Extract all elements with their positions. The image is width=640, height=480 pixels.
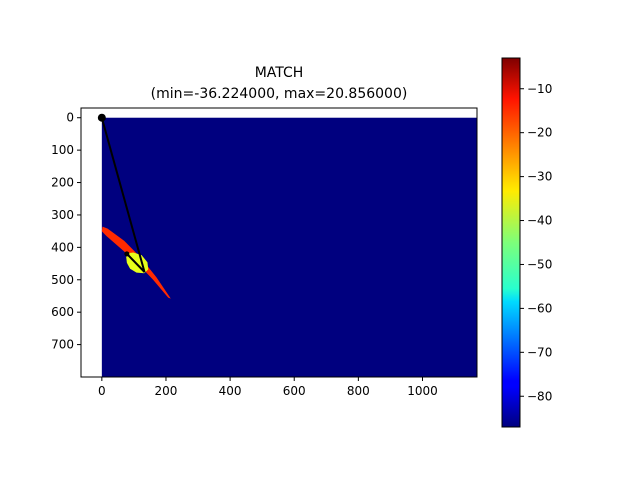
path-end-marker [124, 251, 130, 257]
x-tick-label: 1000 [407, 384, 438, 398]
colorbar-tick-label: −50 [527, 257, 552, 271]
colorbar-tick-label: −80 [527, 389, 552, 403]
plot-area: 0 200 400 600 800 1000 0 100 200 300 400 500 600 700 [51, 107, 478, 398]
x-tick-label: 200 [155, 384, 178, 398]
x-tick-label: 800 [347, 384, 370, 398]
colorbar: −10 −20 −30 −40 −50 −60 −70 −80 [501, 57, 552, 428]
y-tick-label: 500 [51, 273, 74, 287]
y-tick-label: 300 [51, 208, 74, 222]
x-axis: 0 200 400 600 800 1000 [98, 377, 438, 398]
y-axis: 0 100 200 300 400 500 600 700 [51, 111, 81, 352]
y-tick-label: 100 [51, 143, 74, 157]
y-tick-label: 400 [51, 240, 74, 254]
y-tick-label: 0 [66, 111, 74, 125]
x-tick-label: 0 [98, 384, 106, 398]
x-tick-label: 600 [283, 384, 306, 398]
colorbar-tick-label: −60 [527, 301, 552, 315]
region-red-band [101, 226, 171, 299]
colorbar-tick-label: −20 [527, 126, 552, 140]
y-tick-label: 200 [51, 176, 74, 190]
colorbar-tick-label: −30 [527, 170, 552, 184]
x-tick-label: 400 [219, 384, 242, 398]
colorbar-tick-label: −40 [527, 214, 552, 228]
colorbar-frame [501, 57, 521, 428]
colorbar-tick-label: −10 [527, 82, 552, 96]
y-tick-label: 700 [51, 338, 74, 352]
colorbar-ticks: −10 −20 −30 −40 −50 −60 −70 −80 [520, 82, 552, 403]
path-start-marker [97, 113, 106, 122]
colorbar-gradient [502, 58, 520, 427]
chart-title-line-1: MATCH [255, 65, 304, 81]
plot-frame [80, 107, 478, 378]
path-line [100, 117, 146, 273]
colorbar-tick-label: −70 [527, 345, 552, 359]
heatmap-background [101, 117, 477, 377]
path-overlay [97, 113, 146, 273]
chart-title-line-2: (min=-36.224000, max=20.856000) [151, 86, 408, 102]
y-tick-label: 600 [51, 305, 74, 319]
